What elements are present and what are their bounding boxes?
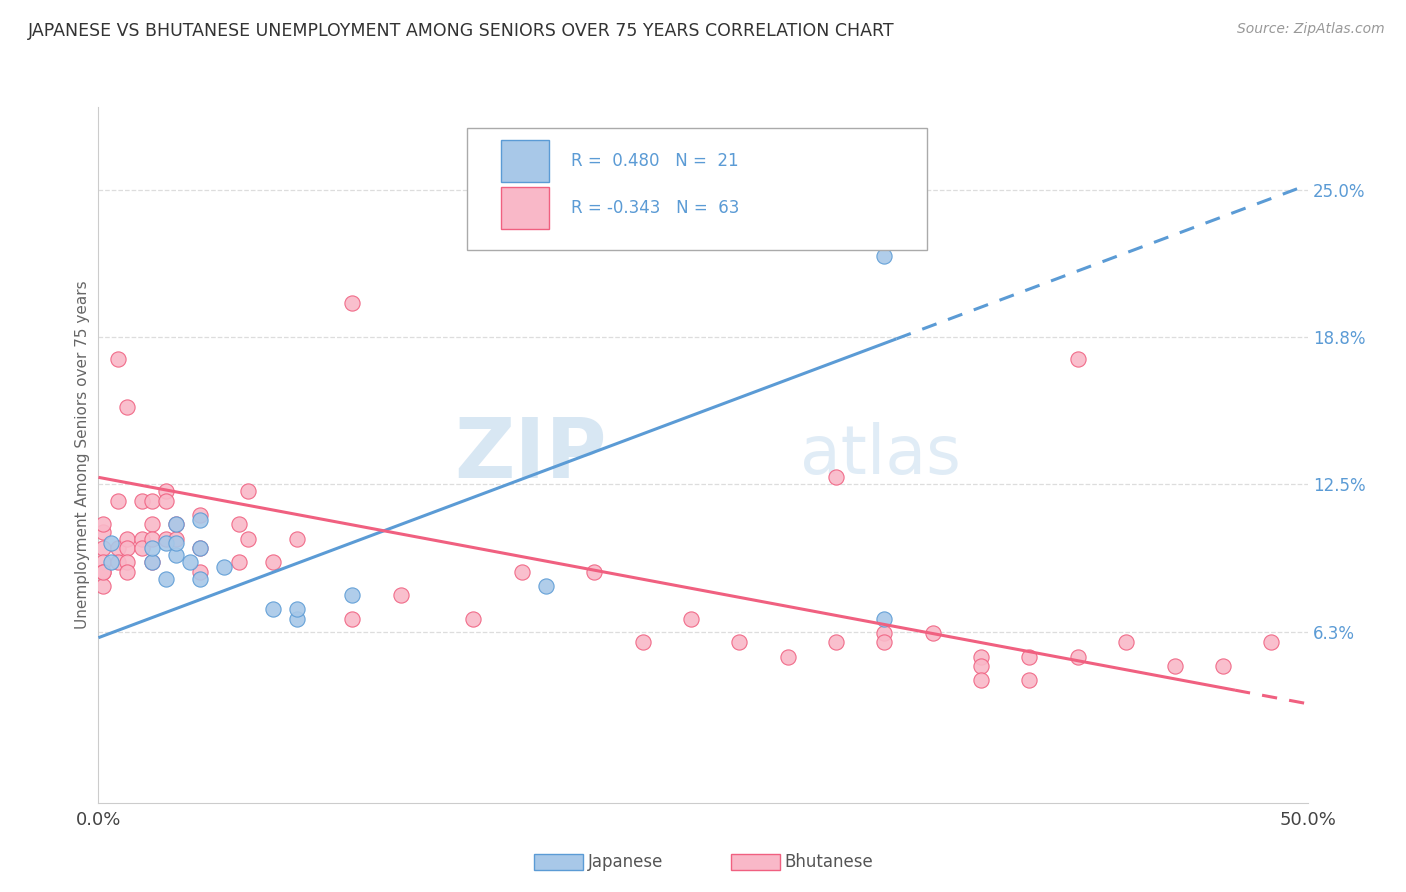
Point <box>262 555 284 569</box>
Point <box>91 541 114 555</box>
Point <box>141 555 163 569</box>
Point <box>91 579 114 593</box>
Bar <box>501 187 550 229</box>
Point <box>825 635 848 649</box>
Point <box>165 517 187 532</box>
Point <box>188 572 211 586</box>
Point <box>873 635 896 649</box>
Point <box>238 484 260 499</box>
Text: R =  0.480   N =  21: R = 0.480 N = 21 <box>571 153 738 170</box>
Point <box>1067 352 1090 367</box>
Point <box>285 602 308 616</box>
Text: JAPANESE VS BHUTANESE UNEMPLOYMENT AMONG SENIORS OVER 75 YEARS CORRELATION CHART: JAPANESE VS BHUTANESE UNEMPLOYMENT AMONG… <box>28 22 894 40</box>
Point <box>100 536 122 550</box>
Point <box>179 555 201 569</box>
Text: Bhutanese: Bhutanese <box>785 853 873 871</box>
Point <box>165 536 187 550</box>
Point <box>107 494 129 508</box>
Text: Japanese: Japanese <box>588 853 664 871</box>
Point <box>188 508 211 522</box>
Point <box>342 295 364 310</box>
Point <box>155 532 177 546</box>
Point <box>165 532 187 546</box>
Point <box>188 541 211 555</box>
Point <box>131 541 153 555</box>
Point <box>262 602 284 616</box>
Point <box>583 565 606 579</box>
Point <box>679 612 702 626</box>
Point <box>91 517 114 532</box>
Point <box>141 532 163 546</box>
Point <box>776 649 799 664</box>
Point <box>873 249 896 263</box>
Point <box>155 572 177 586</box>
Point <box>238 532 260 546</box>
Point <box>91 524 114 539</box>
Point <box>188 565 211 579</box>
Point <box>141 555 163 569</box>
Point <box>534 579 557 593</box>
Point <box>970 649 993 664</box>
Point <box>1018 673 1040 688</box>
Point <box>165 548 187 562</box>
Point <box>212 560 235 574</box>
Point <box>1260 635 1282 649</box>
Point <box>117 555 139 569</box>
Point <box>141 517 163 532</box>
Point <box>131 494 153 508</box>
Point <box>1018 649 1040 664</box>
Point <box>631 635 654 649</box>
Point <box>970 673 993 688</box>
Point <box>107 555 129 569</box>
Point <box>342 588 364 602</box>
Point <box>155 536 177 550</box>
Point <box>117 400 139 414</box>
Point <box>463 612 485 626</box>
Point <box>155 484 177 499</box>
Point <box>970 659 993 673</box>
Y-axis label: Unemployment Among Seniors over 75 years: Unemployment Among Seniors over 75 years <box>75 281 90 629</box>
Point <box>1115 635 1137 649</box>
Point <box>100 555 122 569</box>
Bar <box>501 140 550 182</box>
Point <box>728 635 751 649</box>
Point <box>285 612 308 626</box>
Point <box>873 612 896 626</box>
Point <box>228 517 250 532</box>
Point <box>228 555 250 569</box>
Point <box>107 352 129 367</box>
Text: Source: ZipAtlas.com: Source: ZipAtlas.com <box>1237 22 1385 37</box>
Point <box>141 494 163 508</box>
Point <box>1163 659 1185 673</box>
Point <box>1067 649 1090 664</box>
Point <box>131 532 153 546</box>
Text: R = -0.343   N =  63: R = -0.343 N = 63 <box>571 199 740 217</box>
Point <box>141 541 163 555</box>
Point <box>285 532 308 546</box>
Point <box>117 565 139 579</box>
Point <box>873 626 896 640</box>
Point <box>188 541 211 555</box>
Point <box>91 565 114 579</box>
Point <box>510 565 533 579</box>
Point <box>117 532 139 546</box>
Point <box>155 494 177 508</box>
Point <box>1212 659 1234 673</box>
Text: ZIP: ZIP <box>454 415 606 495</box>
Text: atlas: atlas <box>800 422 960 488</box>
Point <box>921 626 943 640</box>
Point <box>165 517 187 532</box>
Point <box>107 541 129 555</box>
Point <box>825 470 848 484</box>
Point <box>91 555 114 569</box>
Point <box>389 588 412 602</box>
Point <box>188 513 211 527</box>
Point <box>342 612 364 626</box>
FancyBboxPatch shape <box>467 128 927 250</box>
Point <box>117 541 139 555</box>
Point <box>91 565 114 579</box>
